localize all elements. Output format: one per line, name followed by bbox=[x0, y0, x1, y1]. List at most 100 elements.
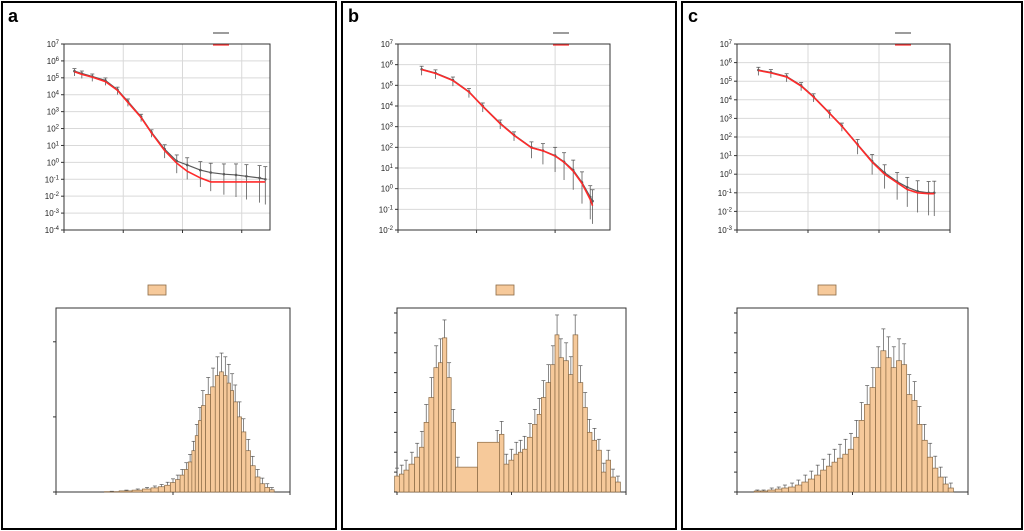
histogram-bar bbox=[826, 465, 833, 493]
histogram-bar bbox=[820, 469, 827, 493]
y-tick-label: 103 bbox=[381, 123, 394, 132]
histogram-bar bbox=[408, 463, 415, 493]
y-tick-label: 10-1 bbox=[45, 175, 60, 184]
histogram-bar bbox=[591, 439, 598, 493]
histogram-bar bbox=[264, 487, 270, 493]
scatter-chart: 10-3 10-2 10-1 100 101 102 103 104 105 106 107 bbox=[718, 32, 951, 235]
histogram-bar bbox=[198, 420, 202, 493]
y-tick-label: 106 bbox=[47, 57, 60, 66]
histogram-bar bbox=[522, 448, 528, 493]
histogram-bar bbox=[194, 435, 199, 493]
plot-frame bbox=[397, 43, 611, 231]
collected-data-line bbox=[74, 70, 266, 180]
y-tick-label: 103 bbox=[720, 114, 733, 123]
histogram-bar bbox=[254, 476, 261, 493]
histogram-bar bbox=[801, 481, 809, 493]
histogram-bar bbox=[477, 441, 500, 493]
histogram-bar bbox=[503, 463, 510, 493]
histogram-bar bbox=[399, 473, 405, 493]
panel-c: c 10-3 10-2 10-1 100 101 102 103 104 105 106 107 bbox=[681, 1, 1023, 530]
histogram-bar bbox=[499, 433, 505, 493]
y-tick-label: 102 bbox=[720, 133, 733, 142]
y-tick-label: 10-4 bbox=[45, 226, 60, 235]
histogram-bar bbox=[223, 375, 228, 493]
histogram-bar bbox=[532, 424, 538, 493]
y-tick-label: 10-3 bbox=[718, 226, 733, 235]
histogram-bar bbox=[921, 439, 928, 493]
histogram-bar bbox=[183, 469, 189, 493]
histogram-bar bbox=[205, 394, 211, 493]
legend-swatch-bar bbox=[495, 284, 515, 296]
histogram-bar bbox=[932, 467, 939, 493]
histogram-bar bbox=[541, 397, 547, 493]
panel-b: b 10-2 10-1 100 101 102 103 104 105 106 107 bbox=[341, 1, 677, 530]
histogram-bar bbox=[869, 387, 876, 493]
histogram-bar bbox=[428, 397, 435, 493]
histogram-bar bbox=[890, 367, 897, 493]
histogram-bar bbox=[245, 450, 251, 493]
histogram-bar bbox=[901, 364, 908, 493]
panel-letter: b bbox=[348, 6, 359, 26]
histogram-bar bbox=[442, 337, 448, 493]
panel-a: a 10-410-310-210-11001011021031041051061… bbox=[1, 1, 337, 530]
histogram-bar bbox=[794, 484, 803, 493]
histogram-bar bbox=[572, 334, 579, 493]
histogram-bar bbox=[926, 456, 934, 493]
y-tick-label: 104 bbox=[47, 91, 60, 100]
histogram-bar bbox=[191, 450, 196, 493]
histogram-bar bbox=[187, 461, 193, 493]
histogram-bar bbox=[858, 420, 865, 493]
legend-swatch-bar bbox=[147, 284, 167, 296]
y-tick-label: 107 bbox=[720, 40, 733, 49]
histogram-bar bbox=[150, 487, 159, 493]
histogram-bar bbox=[781, 487, 789, 493]
histogram-bar bbox=[554, 334, 560, 493]
histogram-bar bbox=[558, 357, 564, 493]
collected-data-point bbox=[264, 177, 267, 181]
histogram-bar bbox=[164, 484, 171, 493]
y-tick-label: 105 bbox=[720, 77, 733, 86]
histogram-bar bbox=[605, 459, 611, 493]
histogram-bar bbox=[774, 488, 783, 493]
histogram-bar bbox=[847, 448, 855, 493]
histogram-bar bbox=[536, 414, 542, 493]
histogram-bar bbox=[880, 350, 887, 493]
collected-data-point bbox=[234, 173, 238, 177]
panel-border bbox=[1, 1, 337, 530]
histogram-bar bbox=[423, 422, 430, 493]
histogram-bar bbox=[169, 482, 176, 493]
collected-data-point bbox=[905, 185, 909, 189]
histogram-bar bbox=[615, 481, 621, 493]
histogram-bar bbox=[403, 469, 410, 493]
histogram-bar bbox=[767, 489, 776, 493]
histogram-bar bbox=[875, 367, 882, 493]
histogram-bar bbox=[831, 461, 838, 493]
histogram-bar bbox=[526, 436, 533, 493]
histogram-bar bbox=[885, 357, 892, 493]
histogram-bar bbox=[942, 483, 949, 493]
histogram-bar bbox=[814, 474, 821, 493]
histogram-bar bbox=[201, 405, 206, 493]
y-tick-label: 10-1 bbox=[718, 189, 733, 198]
y-tick-label: 107 bbox=[381, 40, 394, 49]
histogram-bar bbox=[586, 431, 593, 493]
histogram-bar bbox=[419, 446, 425, 493]
data-fit-line bbox=[421, 68, 594, 206]
scatter-chart: 10-2 10-1 100 101 102 103 104 105 106 107 bbox=[379, 32, 611, 235]
y-tick-label: 104 bbox=[720, 96, 733, 105]
data-fit-line bbox=[74, 70, 266, 183]
histogram-bar bbox=[916, 424, 923, 493]
histogram-bar bbox=[446, 377, 452, 493]
histogram-bar bbox=[911, 400, 918, 493]
y-tick-label: 102 bbox=[381, 143, 394, 152]
y-tick-label: 10-2 bbox=[379, 226, 394, 235]
y-tick-label: 105 bbox=[381, 81, 394, 90]
histogram-bar bbox=[219, 371, 224, 493]
collected-data-point bbox=[245, 174, 248, 178]
histogram-bar bbox=[230, 390, 234, 493]
histogram-bar bbox=[836, 457, 844, 493]
histogram-bar bbox=[175, 479, 181, 493]
histogram-bar bbox=[582, 407, 588, 493]
histogram-bar bbox=[142, 488, 152, 493]
